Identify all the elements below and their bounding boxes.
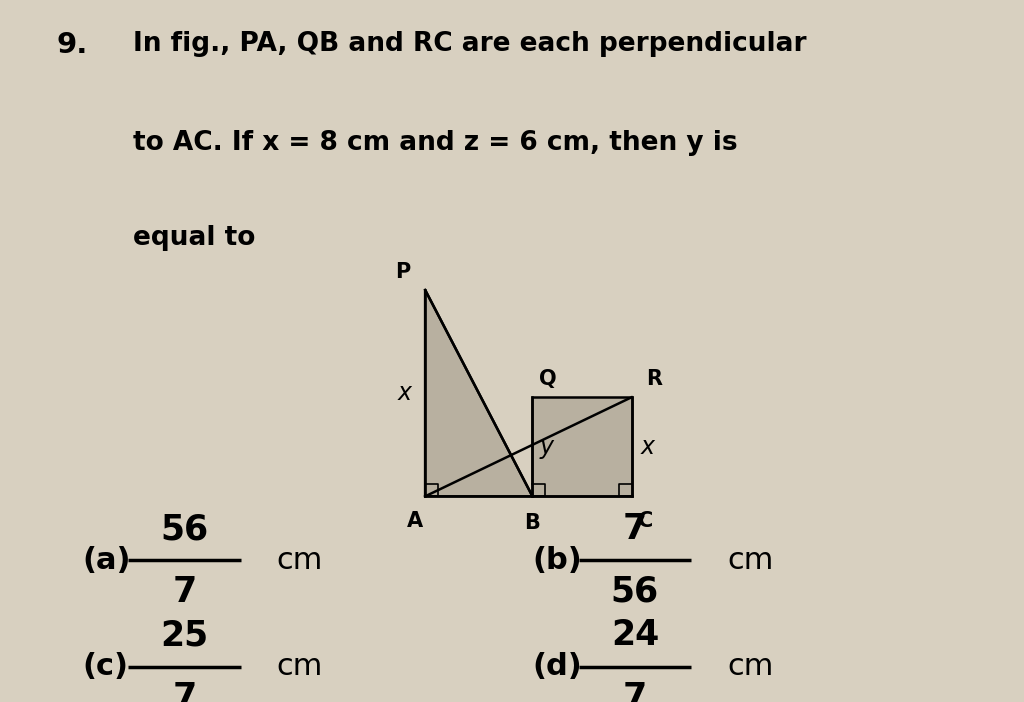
Text: 25: 25 <box>161 618 208 652</box>
Text: 56: 56 <box>610 575 659 609</box>
Text: (a): (a) <box>82 546 130 575</box>
Text: A: A <box>407 511 423 531</box>
Text: cm: cm <box>276 546 323 575</box>
Text: P: P <box>395 262 411 282</box>
Text: C: C <box>638 511 653 531</box>
Text: y: y <box>540 435 554 459</box>
Text: x: x <box>397 381 412 405</box>
Text: Q: Q <box>539 369 556 389</box>
Text: B: B <box>524 513 541 533</box>
Text: cm: cm <box>276 652 323 681</box>
Text: cm: cm <box>727 652 773 681</box>
Text: (b): (b) <box>532 546 583 575</box>
Text: In fig., PA, QB and RC are each perpendicular: In fig., PA, QB and RC are each perpendi… <box>133 31 807 57</box>
Text: 7: 7 <box>172 575 197 609</box>
Text: R: R <box>646 369 663 389</box>
Polygon shape <box>532 397 632 496</box>
Text: equal to: equal to <box>133 225 256 251</box>
Text: cm: cm <box>727 546 773 575</box>
Text: to AC. If x = 8 cm and z = 6 cm, then y is: to AC. If x = 8 cm and z = 6 cm, then y … <box>133 130 737 156</box>
Text: 24: 24 <box>610 618 659 652</box>
Text: 7: 7 <box>623 681 647 702</box>
Text: (d): (d) <box>532 652 583 681</box>
Text: (c): (c) <box>82 652 128 681</box>
Text: 56: 56 <box>160 512 209 546</box>
Text: x: x <box>641 435 655 459</box>
Text: 7: 7 <box>623 512 647 546</box>
Text: 9.: 9. <box>56 31 88 59</box>
Text: 7: 7 <box>172 681 197 702</box>
Polygon shape <box>425 290 532 496</box>
